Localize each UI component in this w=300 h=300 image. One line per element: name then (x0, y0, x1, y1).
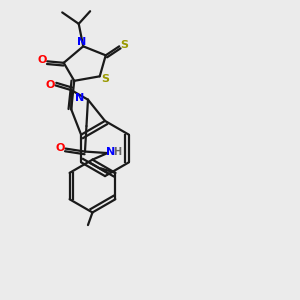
Text: N: N (75, 93, 84, 103)
Text: S: S (101, 74, 109, 84)
Text: O: O (56, 143, 65, 153)
Text: N: N (77, 37, 86, 47)
Text: O: O (37, 56, 46, 65)
Text: H: H (113, 147, 122, 157)
Text: S: S (121, 40, 129, 50)
Text: N: N (106, 147, 116, 157)
Text: O: O (45, 80, 55, 90)
